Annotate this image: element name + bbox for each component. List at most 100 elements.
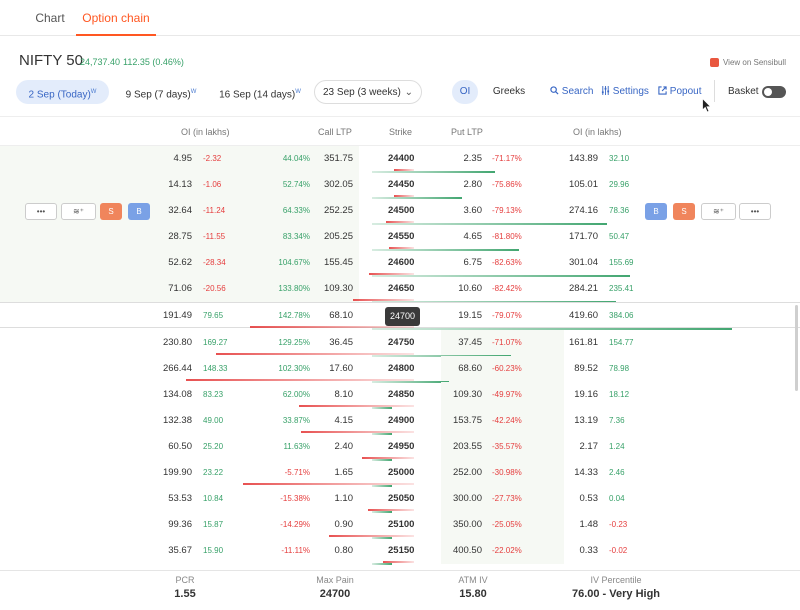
view-on-sensibull-link[interactable]: View on Sensibull bbox=[709, 58, 786, 67]
put-ltp-value: 2.80 bbox=[463, 179, 483, 190]
call-ltp-value: 36.45 bbox=[329, 337, 353, 348]
call-ltp-value: 0.90 bbox=[334, 519, 354, 530]
tab-option-chain[interactable]: Option chain bbox=[76, 0, 156, 36]
put-oi-bar bbox=[372, 275, 631, 277]
mouse-cursor-icon bbox=[702, 98, 712, 113]
strike-value: 24450 bbox=[388, 179, 415, 190]
call-oi-value: 266.44 bbox=[162, 363, 192, 374]
put-oi-change: 155.69 bbox=[609, 258, 634, 267]
call-ltp-value: 1.10 bbox=[334, 493, 354, 504]
table-row[interactable]: 266.44 148.33 102.30% 17.60 24800 68.60 -60.23… bbox=[0, 356, 800, 383]
call-oi-value: 199.90 bbox=[162, 467, 192, 478]
table-row[interactable]: 134.08 83.23 62.00% 8.10 24850 109.30 -49.97% 1… bbox=[0, 382, 800, 409]
search-icon bbox=[550, 86, 559, 95]
oi-view-button[interactable]: OI bbox=[452, 80, 478, 104]
strike-value: 24750 bbox=[388, 337, 415, 348]
call-ltp-change: 133.80% bbox=[278, 284, 310, 293]
put-oi-value: 13.19 bbox=[574, 415, 598, 426]
put-oi-change: 1.24 bbox=[609, 442, 625, 451]
call-ltp-value: 205.25 bbox=[323, 231, 353, 242]
strike-value: 25150 bbox=[388, 545, 415, 556]
col-call-oi: OI (in lakhs) bbox=[181, 127, 230, 137]
call-buy-button[interactable]: B bbox=[128, 203, 150, 220]
call-oi-change: -11.55 bbox=[203, 232, 226, 241]
sensibull-logo-icon bbox=[709, 58, 719, 67]
put-ltp-change: -82.42% bbox=[492, 284, 522, 293]
table-row[interactable]: 199.90 23.22 -5.71% 1.65 25000 252.00 -30.98% 1… bbox=[0, 460, 800, 487]
add-strategy-button[interactable]: ≋⁺ bbox=[701, 203, 736, 220]
table-row[interactable]: 53.53 10.84 -15.38% 1.10 25050 300.00 -27.73% 0… bbox=[0, 486, 800, 513]
table-row[interactable]: 52.62 -28.34 104.67% 155.45 24600 6.75 -82.63%… bbox=[0, 250, 800, 277]
scrollbar[interactable] bbox=[795, 305, 798, 391]
sensibull-link-label: View on Sensibull bbox=[722, 58, 786, 67]
settings-sliders-icon bbox=[601, 86, 610, 95]
strike-value: 24900 bbox=[388, 415, 415, 426]
expiry-2-sep[interactable]: 2 Sep (Today)W bbox=[16, 80, 109, 104]
table-row[interactable]: 32.64 -11.24 64.33% 252.25 24500 3.60 -79.13% 2… bbox=[0, 198, 800, 225]
put-ltp-value: 19.15 bbox=[458, 310, 482, 321]
put-sell-button[interactable]: S bbox=[673, 203, 695, 220]
put-ltp-value: 10.60 bbox=[458, 283, 482, 294]
basket-label: Basket bbox=[728, 86, 759, 97]
table-row[interactable]: 132.38 49.00 33.87% 4.15 24900 153.75 -42.24% 1… bbox=[0, 408, 800, 435]
expiry-16-sep[interactable]: 16 Sep (14 days)W bbox=[215, 80, 305, 104]
call-oi-bar bbox=[394, 195, 414, 197]
add-strategy-button[interactable]: ≋⁺ bbox=[61, 203, 96, 220]
weekly-marker: W bbox=[295, 89, 301, 95]
search-button[interactable]: Search bbox=[550, 80, 593, 104]
table-row[interactable]: 14.13 -1.06 52.74% 302.05 24450 2.80 -75.86% 10… bbox=[0, 172, 800, 199]
call-oi-bar bbox=[386, 221, 414, 223]
put-ltp-value: 400.50 bbox=[452, 545, 482, 556]
put-ltp-value: 153.75 bbox=[452, 415, 482, 426]
put-ltp-change: -42.24% bbox=[492, 416, 522, 425]
put-oi-value: 0.33 bbox=[579, 545, 599, 556]
iv-percentile-label: IV Percentile bbox=[590, 575, 642, 585]
put-ltp-change: -35.57% bbox=[492, 442, 522, 451]
table-row[interactable]: 60.50 25.20 11.63% 2.40 24950 203.55 -35.57% 2.… bbox=[0, 434, 800, 461]
table-row[interactable]: 230.80 169.27 129.25% 36.45 24750 37.45 -71.07… bbox=[0, 330, 800, 357]
table-row[interactable]: 99.36 15.87 -14.29% 0.90 25100 350.00 -25.05% 1… bbox=[0, 512, 800, 539]
more-options-button[interactable]: ••• bbox=[25, 203, 57, 220]
call-oi-change: 25.20 bbox=[203, 442, 224, 451]
call-sell-button[interactable]: S bbox=[100, 203, 122, 220]
put-ltp-change: -71.17% bbox=[492, 154, 522, 163]
tab-chart[interactable]: Chart bbox=[35, 11, 65, 25]
put-buy-button[interactable]: B bbox=[645, 203, 667, 220]
call-ltp-change: 64.33% bbox=[282, 206, 310, 215]
settings-button[interactable]: Settings bbox=[601, 80, 649, 104]
expiry-label: 2 Sep (Today) bbox=[28, 89, 91, 101]
max-pain-label: Max Pain bbox=[316, 575, 354, 585]
expiry-dropdown[interactable]: 23 Sep (3 weeks) ⌄ bbox=[314, 80, 422, 104]
table-row[interactable]: 35.67 15.90 -11.11% 0.80 25150 400.50 -22.02% 0… bbox=[0, 538, 800, 565]
call-ltp-change: 83.34% bbox=[282, 232, 310, 241]
basket-toggle[interactable] bbox=[762, 86, 786, 98]
table-row[interactable]: 71.06 -20.56 133.80% 109.30 24650 10.60 -82.42… bbox=[0, 276, 800, 303]
greeks-view-button[interactable]: Greeks bbox=[492, 86, 526, 97]
put-oi-bar bbox=[372, 537, 392, 539]
call-oi-value: 191.49 bbox=[162, 310, 192, 321]
strike-value: 24600 bbox=[388, 257, 415, 268]
put-oi-bar bbox=[372, 459, 392, 461]
call-ltp-value: 302.05 bbox=[323, 179, 353, 190]
put-oi-change: 78.36 bbox=[609, 206, 630, 215]
table-row[interactable]: 4.95 -2.32 44.04% 351.75 24400 2.35 -71.17% 143… bbox=[0, 146, 800, 173]
call-ltp-value: 1.65 bbox=[334, 467, 354, 478]
strike-value: 24550 bbox=[388, 231, 415, 242]
strike-value: 24800 bbox=[388, 363, 415, 374]
table-row-atm[interactable]: 191.49 79.65 142.78% 68.10 24700 19.15 -79.07%… bbox=[0, 302, 800, 330]
put-ltp-change: -25.05% bbox=[492, 520, 522, 529]
expiry-label: 16 Sep (14 days) bbox=[219, 89, 296, 101]
table-row[interactable]: 28.75 -11.55 83.34% 205.25 24550 4.65 -81.80% 1… bbox=[0, 224, 800, 251]
pcr-stat: PCR 1.55 bbox=[150, 575, 220, 600]
option-chain-table: 4.95 -2.32 44.04% 351.75 24400 2.35 -71.17% 143… bbox=[0, 146, 800, 570]
iv-percentile-stat: IV Percentile 76.00 - Very High bbox=[556, 575, 676, 600]
more-options-button[interactable]: ••• bbox=[739, 203, 771, 220]
put-oi-bar bbox=[372, 563, 392, 565]
popout-button[interactable]: Popout bbox=[658, 80, 701, 104]
put-ltp-value: 300.00 bbox=[452, 493, 482, 504]
tab-bar: Chart Option chain bbox=[0, 0, 800, 36]
put-ltp-change: -79.13% bbox=[492, 206, 522, 215]
call-ltp-change: -14.29% bbox=[280, 520, 310, 529]
call-oi-bar bbox=[353, 299, 414, 301]
expiry-9-sep[interactable]: 9 Sep (7 days)W bbox=[120, 80, 202, 104]
